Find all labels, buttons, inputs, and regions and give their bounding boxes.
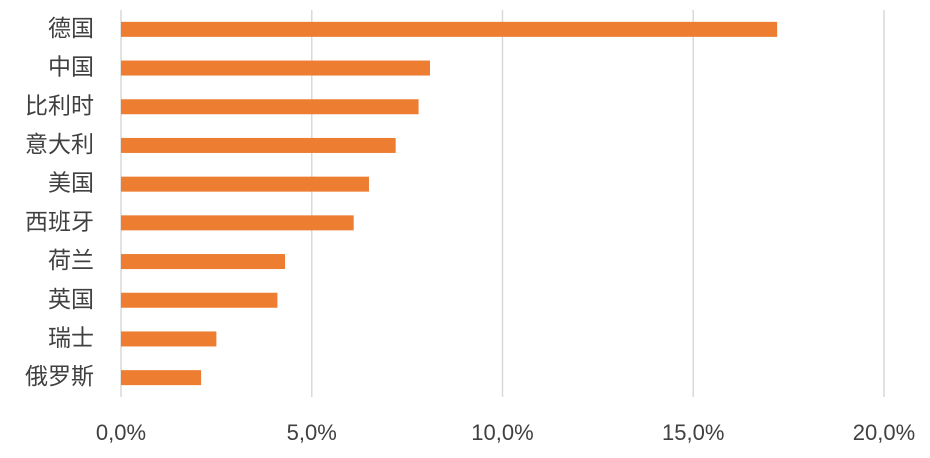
y-tick-label: 比利时 <box>25 93 94 119</box>
y-tick-label: 荷兰 <box>48 248 94 274</box>
bar <box>121 331 217 347</box>
x-tick-label: 0,0% <box>96 420 146 445</box>
bar <box>121 176 369 192</box>
x-tick-label: 15,0% <box>662 420 724 445</box>
y-tick-label: 德国 <box>48 16 94 42</box>
bar <box>121 254 286 270</box>
x-tick-label: 5,0% <box>287 420 337 445</box>
bar <box>121 370 202 386</box>
bar <box>121 215 354 231</box>
bar <box>121 21 778 37</box>
y-tick-label: 英国 <box>48 287 94 313</box>
y-tick-label: 中国 <box>48 55 94 81</box>
y-tick-label: 西班牙 <box>25 209 94 235</box>
y-tick-label: 意大利 <box>25 132 94 158</box>
y-tick-label: 美国 <box>48 171 94 197</box>
bar <box>121 292 278 308</box>
y-tick-label: 俄罗斯 <box>25 364 94 390</box>
bar <box>121 60 431 76</box>
bar <box>121 99 419 115</box>
x-tick-label: 20,0% <box>853 420 915 445</box>
x-tick-label: 10,0% <box>471 420 533 445</box>
y-tick-label: 瑞士 <box>48 325 94 351</box>
bar <box>121 137 396 153</box>
